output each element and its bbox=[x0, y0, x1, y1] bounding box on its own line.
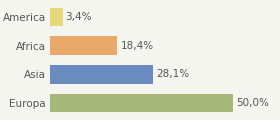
Bar bbox=[50, 8, 62, 26]
Bar bbox=[50, 36, 118, 55]
Text: 3,4%: 3,4% bbox=[66, 12, 92, 22]
Text: 18,4%: 18,4% bbox=[120, 41, 153, 51]
Text: 28,1%: 28,1% bbox=[156, 69, 189, 79]
Bar bbox=[50, 94, 233, 112]
Text: 50,0%: 50,0% bbox=[236, 98, 269, 108]
Bar bbox=[50, 65, 153, 84]
